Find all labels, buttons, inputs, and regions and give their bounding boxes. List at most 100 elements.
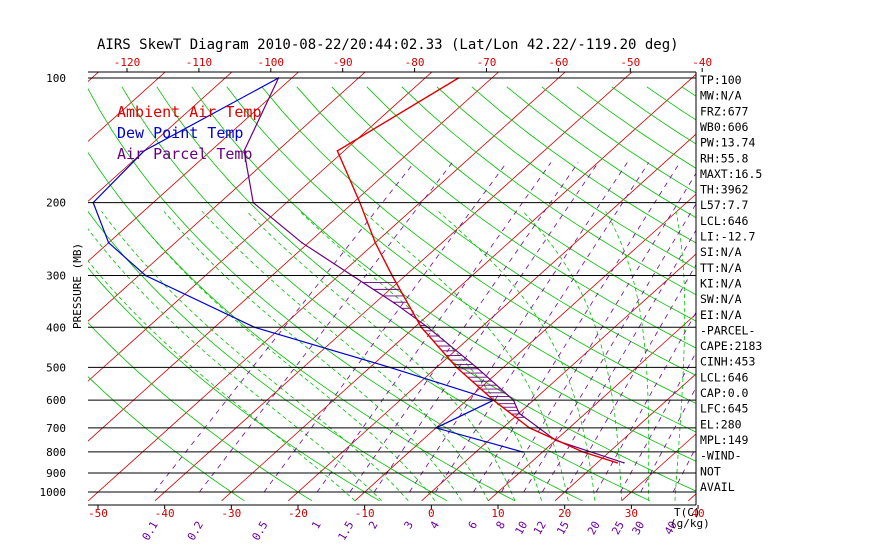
isotherm-line bbox=[88, 72, 166, 142]
mixing-ratio-line bbox=[620, 351, 696, 493]
moist-adiabat-line bbox=[605, 211, 650, 501]
parcel-point bbox=[301, 241, 303, 244]
top-temp-tick-label: -70 bbox=[477, 56, 497, 69]
moist-adiabat-line bbox=[362, 211, 569, 501]
index-line: MW:N/A bbox=[700, 89, 742, 103]
pressure-tick-label: 1000 bbox=[40, 486, 67, 499]
isotherm-line bbox=[0, 69, 35, 501]
mixing-ratio-label: 0.1 bbox=[140, 519, 161, 543]
isotherm-line bbox=[88, 72, 366, 322]
dry-adiabat-line bbox=[471, 86, 696, 244]
parcel-point bbox=[243, 150, 245, 152]
dewpoint-point bbox=[143, 150, 145, 152]
dry-adiabat-line bbox=[191, 86, 696, 462]
mixing-ratio-label: 3 bbox=[401, 519, 416, 531]
bottom-temp-tick-label: -50 bbox=[88, 507, 108, 520]
moist-adiabat-line bbox=[101, 211, 409, 502]
index-line: TH:3962 bbox=[700, 183, 748, 197]
mixing-ratio-label: 1 bbox=[309, 519, 324, 531]
chart-title: AIRS SkewT Diagram 2010-08-22/20:44:02.3… bbox=[97, 37, 679, 53]
index-line: NOT bbox=[700, 464, 721, 478]
top-temp-tick-label: -80 bbox=[405, 56, 425, 69]
isotherm-line bbox=[221, 73, 696, 502]
dry-adiabat-line bbox=[366, 86, 696, 322]
isotherm-line bbox=[822, 69, 870, 501]
pressure-tick-label: 600 bbox=[46, 394, 66, 407]
parcel-point bbox=[623, 462, 625, 464]
top-temp-tick-label: -100 bbox=[258, 56, 285, 69]
bottom-temp-tick-label: 20 bbox=[558, 507, 571, 520]
dry-adiabat-line bbox=[88, 376, 245, 502]
dry-adiabat-line bbox=[401, 86, 696, 296]
isotherm-line bbox=[88, 72, 300, 262]
top-temp-tick-label: -40 bbox=[692, 56, 712, 69]
pressure-tick-label: 200 bbox=[46, 197, 66, 210]
isotherm-line bbox=[287, 133, 696, 502]
mixing-ratio-line bbox=[373, 162, 599, 493]
parcel-point bbox=[393, 302, 396, 305]
dry-adiabat-line bbox=[88, 322, 313, 502]
ambient-point bbox=[336, 150, 339, 152]
isotherm-line bbox=[154, 72, 633, 502]
index-line: SI:N/A bbox=[700, 245, 742, 259]
isotherm-line bbox=[554, 373, 696, 502]
index-line: RH:55.8 bbox=[700, 151, 749, 165]
bottom-temp-tick-label: 10 bbox=[491, 507, 504, 520]
dry-adiabat-line bbox=[88, 210, 448, 502]
isotherm-line bbox=[421, 253, 696, 502]
bottom-unit-label: T(C) bbox=[674, 506, 701, 519]
index-line: EL:280 bbox=[700, 417, 742, 431]
dry-adiabat-line bbox=[857, 87, 870, 501]
index-line: -PARCEL- bbox=[700, 323, 755, 337]
bottom-temp-tick-label: 0 bbox=[428, 507, 435, 520]
mixing-ratio-label: 0.2 bbox=[185, 519, 206, 543]
mixing-ratio-line bbox=[640, 386, 696, 493]
parcel-line bbox=[243, 77, 625, 464]
mixing-unit-label: (g/kg) bbox=[670, 517, 710, 530]
mixing-ratio-label: 6 bbox=[466, 519, 481, 531]
mixing-ratio-line bbox=[595, 311, 696, 493]
index-line: AVAIL bbox=[700, 480, 735, 494]
index-line: TT:N/A bbox=[700, 261, 742, 275]
mixing-ratio-label: 10 bbox=[512, 519, 530, 537]
moist-adiabat-line bbox=[522, 211, 622, 501]
mixing-ratio-label: 8 bbox=[493, 519, 508, 531]
index-line: FRZ:677 bbox=[700, 104, 749, 118]
index-line: -WIND- bbox=[700, 449, 742, 463]
index-line: MAXT:16.5 bbox=[700, 167, 762, 181]
mixing-ratio-label: 40 bbox=[662, 519, 680, 537]
index-line: TP:100 bbox=[700, 73, 742, 87]
parcel-point bbox=[518, 412, 520, 415]
legend-dewpoint: Dew Point Temp bbox=[117, 124, 243, 142]
index-line: WB0:606 bbox=[700, 120, 749, 134]
legend-parcel: Air Parcel Temp bbox=[117, 145, 252, 163]
mixing-ratio-line bbox=[565, 263, 696, 493]
dry-adiabat-line bbox=[331, 86, 696, 349]
moist-adiabat-line bbox=[130, 211, 436, 502]
index-line: LFC:645 bbox=[700, 402, 748, 416]
isotherm-line bbox=[88, 72, 233, 202]
dry-adiabat-line bbox=[436, 86, 696, 270]
top-temp-tick-label: -90 bbox=[333, 56, 353, 69]
pressure-tick-label: 400 bbox=[46, 321, 66, 334]
index-line: KI:N/A bbox=[700, 276, 742, 290]
moist-adiabat-line bbox=[201, 211, 489, 501]
ambient-point bbox=[374, 241, 377, 244]
mixing-ratio-label: 1.5 bbox=[335, 519, 356, 543]
top-temp-tick-label: -120 bbox=[114, 56, 141, 69]
mixing-ratio-label: 0.5 bbox=[250, 519, 271, 543]
moist-adiabat-line bbox=[246, 211, 516, 501]
index-line: SW:N/A bbox=[700, 292, 742, 306]
top-temp-tick-label: -50 bbox=[620, 56, 640, 69]
index-line: CAPE:2183 bbox=[700, 339, 762, 353]
dry-adiabat-line bbox=[296, 86, 696, 376]
dry-adiabat-line bbox=[646, 86, 696, 121]
index-line: L57:7.7 bbox=[700, 198, 749, 212]
dewpoint-point bbox=[107, 241, 110, 244]
dry-adiabat-line bbox=[752, 87, 870, 501]
moist-adiabat-line bbox=[88, 228, 382, 502]
dry-adiabat-line bbox=[822, 87, 870, 501]
isotherm-line bbox=[755, 69, 870, 501]
moist-adiabat-line bbox=[299, 211, 542, 501]
